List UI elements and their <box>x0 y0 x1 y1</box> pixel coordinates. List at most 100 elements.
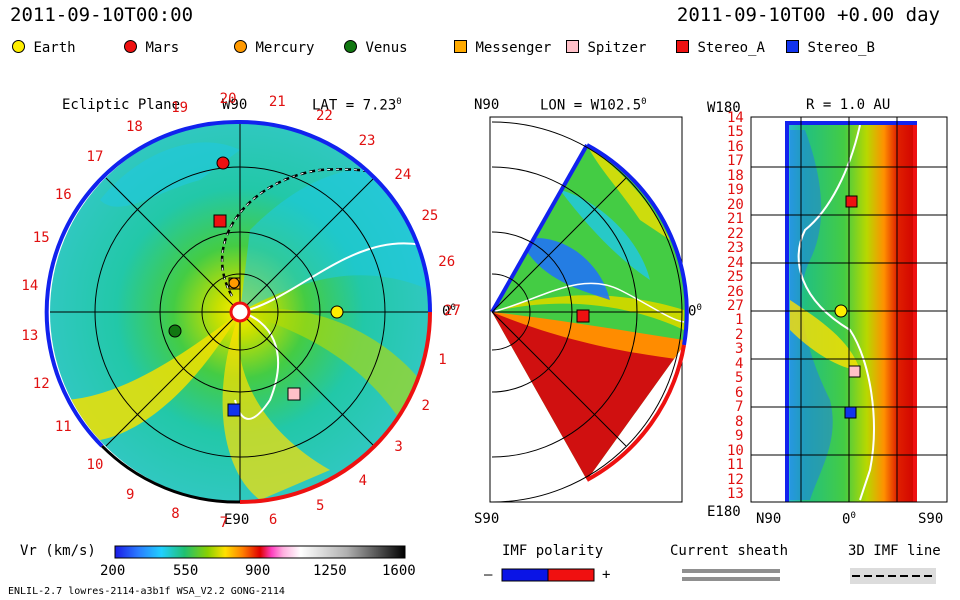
colorbar-tick-200: 200 <box>100 563 126 579</box>
imf-polarity-minus: – <box>484 567 493 583</box>
radial-w180-label: W180 <box>707 100 741 116</box>
radial-y-tick-label: 20 <box>727 196 744 213</box>
ecliptic-stream-yellow2 <box>222 312 330 500</box>
ecliptic-rim-blue <box>44 119 241 448</box>
radial-earth-marker <box>834 304 848 318</box>
radial-yellow-region <box>790 300 860 370</box>
mars-marker <box>216 156 230 170</box>
legend-item-stereo-a: Stereo_A <box>676 40 765 56</box>
carrington-tick-label: 21 <box>268 94 286 111</box>
meridional-s90-label: S90 <box>474 511 500 527</box>
radial-current-sheath <box>797 124 875 501</box>
meridional-rim-red <box>586 344 686 482</box>
mercury-marker <box>228 277 240 289</box>
colorbar-tick-1600: 1600 <box>382 563 416 579</box>
carrington-tick-label: 5 <box>315 497 325 514</box>
radial-y-tick-label: 1 <box>735 312 744 329</box>
radial-y-tick-label: 6 <box>735 384 744 401</box>
radial-y-tick-label: 10 <box>727 442 744 459</box>
radial-y-tick-label: 12 <box>727 471 744 488</box>
legend-item-mercury: Mercury <box>234 40 314 56</box>
ecliptic-plane-panel <box>44 119 432 504</box>
ecliptic-rim-black <box>100 444 241 504</box>
carrington-tick-label: 4 <box>358 473 368 490</box>
imf-line-inner <box>221 168 396 297</box>
radial-panel <box>750 116 948 503</box>
carrington-tick-label: 3 <box>394 439 403 456</box>
radial-stereo-b-marker <box>844 406 857 419</box>
radial-top-edge <box>785 121 917 125</box>
ecliptic-title: Ecliptic Plane <box>62 97 181 113</box>
radial-y-tick-label: 7 <box>735 399 744 416</box>
carrington-tick-label: 6 <box>268 511 278 528</box>
imf-polarity-plus: + <box>602 567 611 583</box>
legend-item-venus: Venus <box>344 40 408 56</box>
imf-polarity-negative <box>501 568 549 582</box>
carrington-tick-label: 16 <box>54 186 72 203</box>
colorbar-tick-550: 550 <box>173 563 199 579</box>
meridional-panel <box>489 116 689 503</box>
radial-y-tick-label: 26 <box>727 283 744 300</box>
carrington-tick-label: 8 <box>171 506 180 523</box>
ecliptic-stream-cyan2 <box>100 142 240 207</box>
header-right-datetime: 2011-09-10T00 +0.00 day <box>676 4 940 26</box>
legend-item-mars: Mars <box>124 40 179 56</box>
colorbar-gradient <box>114 545 406 559</box>
carrington-tick-label: 10 <box>86 457 104 474</box>
radial-y-tick-label: 4 <box>735 355 744 372</box>
radial-y-tick-label: 18 <box>727 167 744 184</box>
meridional-lon-label: LON = W102.50 <box>540 97 647 114</box>
messenger-marker-icon <box>454 40 467 53</box>
carrington-tick-label: 18 <box>126 119 143 136</box>
earth-marker-icon <box>12 40 25 53</box>
radial-x-tick-0: 00 <box>842 511 856 528</box>
legend-label: Venus <box>365 40 408 56</box>
legend-item-stereo-b: Stereo_B <box>786 40 875 56</box>
meridional-rim-blue <box>586 143 689 346</box>
carrington-tick-label: 20 <box>219 91 237 108</box>
legend-label: Stereo_A <box>697 40 765 56</box>
carrington-tick-label: 14 <box>21 278 39 295</box>
imf-line-label: 3D IMF line <box>848 543 941 559</box>
imf-polarity-label: IMF polarity <box>502 543 604 559</box>
radial-spitzer-marker <box>848 365 861 378</box>
meridional-edge-north <box>490 144 589 313</box>
radial-y-tick-label: 21 <box>727 211 744 228</box>
carrington-tick-label: 2 <box>421 398 430 415</box>
carrington-tick-label: 25 <box>421 207 439 224</box>
imf-polarity-positive <box>547 568 595 582</box>
carrington-tick-label: 13 <box>21 327 39 344</box>
radial-y-tick-label: 22 <box>727 225 744 242</box>
radial-stereo-a-marker <box>845 195 858 208</box>
legend-item-spitzer: Spitzer <box>566 40 646 56</box>
radial-grid <box>751 117 947 502</box>
radial-y-tick-label: 24 <box>727 254 744 271</box>
radial-y-tick-label: 17 <box>727 153 744 170</box>
radial-y-tick-label: 11 <box>727 457 744 474</box>
colorbar-tick-900: 900 <box>245 563 271 579</box>
radial-y-tick-label: 19 <box>727 182 744 199</box>
radial-y-tick-label: 13 <box>727 486 744 502</box>
stereo-b-marker <box>227 403 241 417</box>
ecliptic-right-label: 00 <box>442 303 456 320</box>
meridional-stereo-a-marker <box>576 309 590 323</box>
legend-label: Stereo_B <box>807 40 875 56</box>
carrington-tick-label: 26 <box>438 254 456 271</box>
radial-y-tick-label: 15 <box>727 124 744 141</box>
radial-y-tick-label: 5 <box>735 370 744 387</box>
carrington-tick-label: 12 <box>32 375 50 392</box>
ecliptic-rim-red <box>239 311 432 504</box>
mars-marker-icon <box>124 40 137 53</box>
current-sheath-label: Current sheath <box>670 543 789 559</box>
ecliptic-stream-cyan <box>240 168 430 312</box>
ecliptic-stream-yellow <box>60 312 240 440</box>
radial-y-tick-label: 2 <box>735 326 744 343</box>
carrington-tick-label: 7 <box>219 514 229 531</box>
carrington-tick-label: 22 <box>315 108 333 125</box>
carrington-tick-label: 1 <box>438 351 447 368</box>
legend-label: Messenger <box>475 40 552 56</box>
ecliptic-rim-blue2 <box>239 120 432 313</box>
spitzer-marker <box>287 387 301 401</box>
footer-model-info: ENLIL-2.7 lowres-2114-a3b1f WSA_V2.2 GON… <box>8 586 285 597</box>
